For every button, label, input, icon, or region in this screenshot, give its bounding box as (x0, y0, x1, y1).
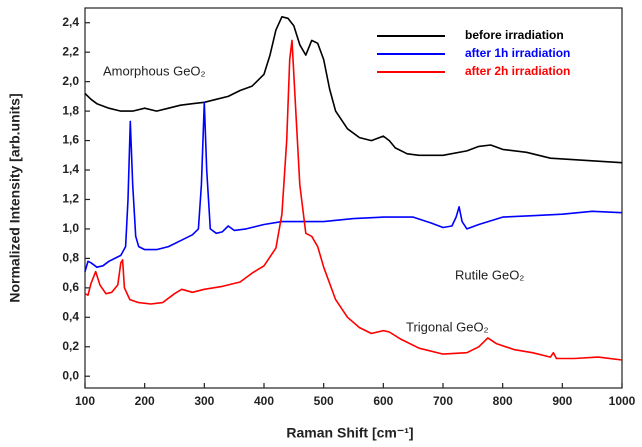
y-tick-label: 1,0 (62, 221, 79, 235)
series-line (84, 39, 623, 361)
legend-label: before irradiation (465, 28, 564, 42)
y-tick-label: 1,6 (62, 133, 79, 147)
y-tick-label: 0,0 (62, 368, 79, 382)
x-tick-label: 500 (314, 394, 334, 408)
annotation: Rutile GeO₂ (455, 267, 524, 282)
annotation: Amorphous GeO₂ (103, 63, 206, 78)
x-tick-label: 400 (254, 394, 274, 408)
y-tick-label: 2,0 (62, 74, 79, 88)
y-tick-label: 1,8 (62, 103, 79, 117)
x-tick-label: 100 (75, 394, 95, 408)
legend-label: after 2h irradiation (465, 64, 570, 78)
y-tick-label: 0,8 (62, 251, 79, 265)
y-tick-label: 2,4 (62, 15, 79, 29)
x-tick-label: 900 (552, 394, 572, 408)
x-tick-label: 1000 (609, 394, 636, 408)
plot-frame (84, 7, 623, 389)
y-tick-label: 0,4 (62, 309, 79, 323)
x-tick-label: 800 (493, 394, 513, 408)
series-line (84, 101, 623, 272)
x-axis-label: Raman Shift [cm⁻¹] (286, 425, 413, 441)
y-tick-label: 1,2 (62, 192, 79, 206)
y-tick-label: 0,2 (62, 339, 79, 353)
series-line (84, 16, 623, 164)
y-tick-label: 0,6 (62, 280, 79, 294)
x-tick-label: 700 (433, 394, 453, 408)
annotation: Trigonal GeO₂ (406, 319, 489, 334)
legend-label: after 1h irradiation (465, 46, 570, 60)
y-tick-label: 2,2 (62, 44, 79, 58)
y-axis-label: Normalized Intensity [arb.units] (7, 93, 23, 302)
x-tick-label: 200 (135, 394, 155, 408)
x-tick-label: 300 (194, 394, 214, 408)
x-tick-label: 600 (373, 394, 393, 408)
y-tick-label: 1,4 (62, 162, 79, 176)
